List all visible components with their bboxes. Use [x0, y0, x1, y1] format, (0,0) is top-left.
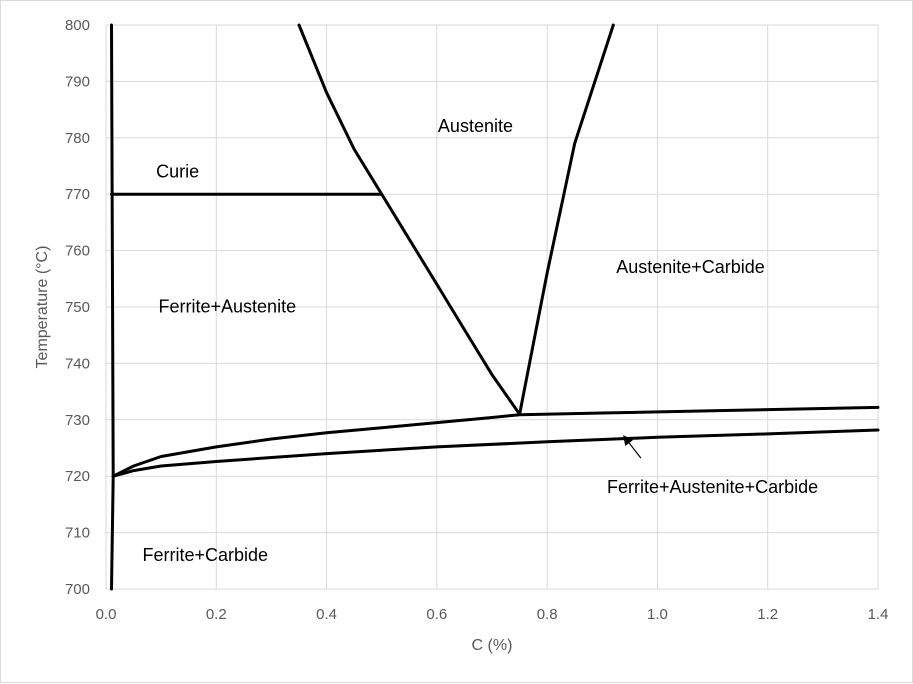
- x-tick-label: 1.4: [868, 606, 889, 623]
- y-tick-label: 700: [65, 581, 90, 598]
- y-tick-label: 750: [65, 299, 90, 316]
- grid: [105, 24, 879, 590]
- phase-boundary-line: [297, 23, 522, 416]
- y-tick-label: 740: [65, 355, 90, 372]
- y-tick-label: 720: [65, 468, 90, 485]
- region-label: Austenite: [438, 116, 513, 136]
- annotation-arrow: [623, 435, 642, 459]
- x-tick-label: 0.8: [537, 606, 558, 623]
- region-label: Curie: [156, 161, 199, 181]
- phase-boundary-line: [110, 23, 115, 591]
- x-tick-label: 0.2: [206, 606, 227, 623]
- region-labels: Austenite Curie Austenite+Carbide Ferrite+A…: [142, 116, 818, 565]
- region-label: Ferrite+Carbide: [142, 545, 268, 565]
- y-tick-label: 760: [65, 243, 90, 260]
- x-tick-label: 1.0: [647, 606, 668, 623]
- phase-boundary-line: [518, 23, 615, 416]
- y-tick-label: 800: [65, 17, 90, 34]
- x-tick-label: 0.6: [426, 606, 447, 623]
- y-tick-label: 780: [65, 130, 90, 147]
- x-axis-title: C (%): [472, 637, 513, 654]
- tick-labels: 0.0 0.2 0.4 0.6 0.8 1.0 1.2 1.4 700 710 720 730 740 7…: [65, 17, 888, 623]
- x-tick-label: 0.0: [96, 606, 117, 623]
- region-label: Ferrite+Austenite: [159, 297, 297, 317]
- phase-boundary-line: [111, 428, 880, 478]
- x-tick-label: 1.2: [757, 606, 778, 623]
- y-tick-label: 710: [65, 525, 90, 542]
- series-layer: [110, 23, 880, 591]
- x-tick-label: 0.4: [316, 606, 337, 623]
- region-label: Ferrite+Austenite+Carbide: [607, 477, 818, 497]
- y-tick-label: 730: [65, 412, 90, 429]
- region-label: Austenite+Carbide: [616, 257, 765, 277]
- phase-boundary-line: [111, 405, 880, 478]
- y-tick-label: 770: [65, 186, 90, 203]
- y-axis-title: Temperature (°C): [34, 246, 51, 369]
- y-tick-label: 790: [65, 73, 90, 90]
